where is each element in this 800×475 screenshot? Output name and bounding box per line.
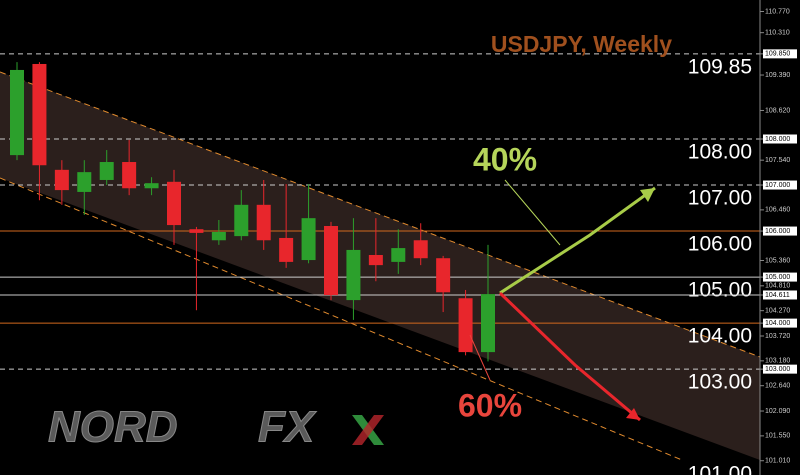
y-tick-label: 102.090: [765, 408, 790, 415]
candle-body: [77, 172, 92, 192]
level-label: 103.00: [688, 371, 752, 394]
y-tick-label: 104.270: [765, 308, 790, 315]
candle-body: [10, 69, 24, 156]
level-label: 106.00: [688, 233, 752, 256]
arrow-up-head: [640, 188, 655, 202]
y-tick-label: 104.810: [765, 283, 790, 290]
level-label: 105.00: [688, 279, 752, 302]
y-tick-label: 106.460: [765, 207, 790, 214]
y-tick-label: 103.000: [765, 366, 790, 373]
level-label: 109.85: [688, 55, 752, 78]
logo-x-stroke: [352, 415, 384, 445]
y-tick-label: 109.850: [765, 51, 790, 58]
candle-body: [324, 225, 338, 296]
y-tick-label: 105.000: [765, 274, 790, 281]
candle-body: [167, 181, 181, 226]
y-tick-label: 108.620: [765, 107, 790, 114]
level-label: 104.00: [688, 325, 752, 348]
candle-body: [256, 204, 271, 241]
tick-box: [763, 226, 797, 236]
arrow-up: [499, 186, 656, 295]
y-tick-label: 108.000: [765, 136, 790, 143]
y-tick-label: 102.640: [765, 383, 790, 390]
y-tick-label: 110.770: [765, 8, 790, 15]
y-tick-label: 107.540: [765, 157, 790, 164]
candle-body: [99, 162, 114, 180]
channel-fill: [0, 72, 760, 460]
y-tick-label: 101.010: [765, 458, 790, 465]
annotation: 40%: [473, 141, 537, 177]
candle-body: [391, 248, 406, 262]
level-label: 108.00: [688, 141, 752, 164]
candle-body: [122, 162, 137, 189]
price-axis: [760, 0, 800, 475]
pointer-line: [504, 179, 561, 246]
candle-body: [32, 63, 47, 166]
arrow-down-head: [626, 408, 640, 420]
candle-body: [346, 249, 361, 301]
y-tick-label: 107.000: [765, 182, 790, 189]
y-tick-label: 105.360: [765, 257, 790, 264]
candle-body: [413, 240, 428, 259]
y-tick-label: 110.310: [765, 30, 790, 37]
tick-box: [763, 49, 797, 59]
candle-body: [54, 169, 69, 191]
tick-box: [763, 318, 797, 328]
candle-body: [458, 298, 473, 353]
candle-body: [234, 204, 249, 237]
tick-box: [763, 290, 797, 300]
arrow-down: [498, 291, 641, 422]
tick-box: [763, 180, 797, 190]
channel-lower: [0, 177, 683, 461]
candle-body: [144, 183, 159, 189]
y-tick-label: 106.000: [765, 228, 790, 235]
candle-body: [301, 218, 316, 261]
candle-body: [436, 258, 451, 293]
y-tick-label: 103.180: [765, 358, 790, 365]
logo-text: FX: [258, 403, 317, 452]
y-tick-label: 101.550: [765, 433, 790, 440]
y-tick-label: 103.720: [765, 333, 790, 340]
candle-body: [481, 294, 495, 353]
annotation: 60%: [458, 387, 522, 423]
level-label: 107.00: [688, 187, 752, 210]
tick-box: [763, 134, 797, 144]
level-label: 101.00: [688, 463, 752, 475]
logo-text: NORD: [48, 403, 178, 452]
y-tick-label: 104.000: [765, 320, 790, 327]
candle-body: [211, 231, 226, 241]
tick-box: [763, 272, 797, 282]
chart-title: USDJPY, Weekly: [491, 31, 672, 57]
y-tick-label: 104.611: [765, 292, 790, 299]
candle-body: [368, 254, 383, 266]
candle-body: [279, 237, 294, 262]
candle-body: [189, 229, 204, 233]
tick-box: [763, 364, 797, 374]
pointer-line: [469, 334, 491, 381]
y-tick-label: 109.390: [765, 72, 790, 79]
channel-upper: [0, 71, 761, 358]
